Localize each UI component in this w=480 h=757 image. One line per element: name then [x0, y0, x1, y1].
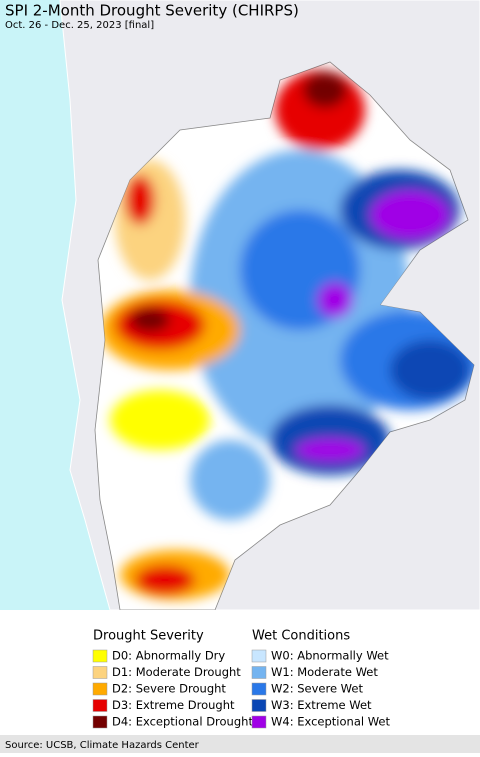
- title: SPI 2-Month Drought Severity (CHIRPS): [5, 2, 299, 20]
- legend-label: W1: Moderate Wet: [271, 665, 378, 679]
- legend-swatch: [251, 699, 267, 712]
- legend-panel: [0, 610, 480, 735]
- legend-label: W3: Extreme Wet: [271, 698, 372, 712]
- legend-swatch: [92, 715, 108, 729]
- legend-label: D1: Moderate Drought: [112, 665, 241, 679]
- legend-swatch: [92, 682, 108, 696]
- legend-label: D0: Abnormally Dry: [112, 649, 225, 663]
- legend-title: Wet Conditions: [252, 629, 350, 644]
- legend-swatch: [92, 666, 108, 679]
- legend-swatch: [251, 649, 267, 663]
- footer-bar: [0, 735, 480, 753]
- legend-label: W2: Severe Wet: [271, 682, 363, 696]
- legend-swatch: [92, 649, 108, 663]
- legend-swatch: [251, 682, 267, 696]
- legend-swatch: [92, 699, 108, 712]
- legend-label: W0: Abnormally Wet: [271, 649, 389, 663]
- legend-label: D2: Severe Drought: [112, 682, 226, 696]
- legend: Drought Severity D0: Abnormally Dry D1: Mo…: [92, 629, 390, 729]
- legend-label: D3: Extreme Drought: [112, 698, 235, 712]
- legend-title: Drought Severity: [93, 629, 204, 644]
- map: [0, 0, 480, 611]
- source: Source: UCSB, Climate Hazards Center: [5, 740, 200, 751]
- legend-label: W4: Exceptional Wet: [271, 715, 390, 729]
- subtitle: Oct. 26 - Dec. 25, 2023 [final]: [5, 20, 154, 31]
- legend-swatch: [251, 715, 267, 729]
- legend-swatch: [251, 666, 267, 679]
- severity-field: [100, 70, 474, 600]
- legend-label: D4: Exceptional Drought: [112, 715, 253, 729]
